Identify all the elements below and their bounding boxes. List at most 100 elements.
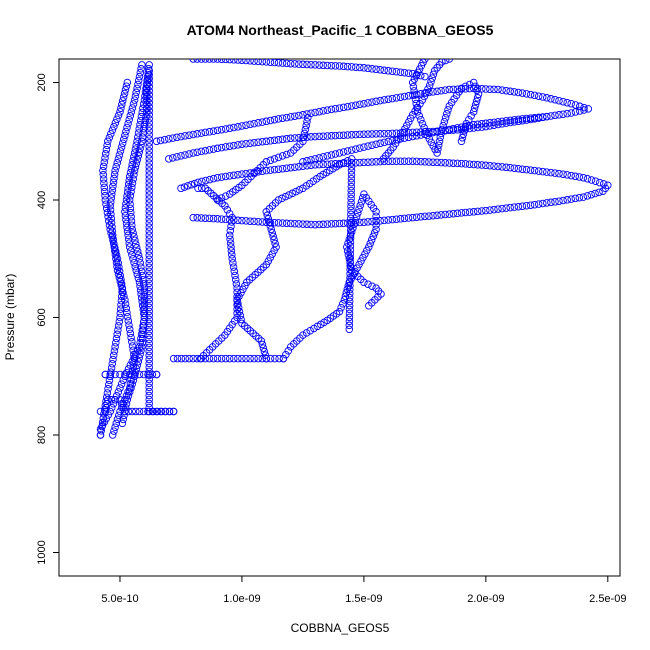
data-point xyxy=(364,130,372,138)
data-point xyxy=(425,88,433,97)
data-point xyxy=(258,59,267,66)
data-point xyxy=(364,64,372,73)
data-point xyxy=(278,135,287,144)
data-point xyxy=(453,124,462,132)
data-point xyxy=(217,215,226,223)
data-point xyxy=(190,179,199,188)
data-point xyxy=(518,116,527,125)
data-point xyxy=(526,166,535,174)
data-point xyxy=(114,111,123,120)
data-point xyxy=(238,140,246,148)
data-point xyxy=(486,119,494,127)
data-point xyxy=(365,302,373,310)
data-point xyxy=(346,273,354,282)
data-point xyxy=(246,217,254,225)
data-point xyxy=(197,129,206,137)
data-point xyxy=(400,92,409,101)
data-point xyxy=(125,172,134,181)
data-point xyxy=(230,216,238,224)
data-point xyxy=(116,396,124,404)
data-point xyxy=(352,130,360,139)
data-point xyxy=(145,263,153,271)
data-point xyxy=(315,107,323,116)
data-point xyxy=(391,139,400,148)
data-point xyxy=(118,97,127,105)
data-point xyxy=(106,202,114,210)
data-point xyxy=(282,150,291,159)
data-point xyxy=(494,205,502,213)
data-point xyxy=(122,219,131,228)
data-point xyxy=(303,220,311,229)
data-point xyxy=(453,209,462,218)
data-point xyxy=(440,117,449,126)
data-point xyxy=(319,132,327,140)
data-point xyxy=(576,102,584,111)
data-point xyxy=(110,347,119,355)
data-point xyxy=(231,275,240,284)
data-series xyxy=(169,354,288,363)
data-point xyxy=(357,257,365,265)
data-point xyxy=(129,229,137,237)
data-point xyxy=(302,329,311,337)
data-point xyxy=(145,243,153,251)
data-point xyxy=(115,317,124,326)
data-point xyxy=(469,124,478,132)
data-point xyxy=(473,161,482,169)
data-point xyxy=(221,59,230,64)
data-point xyxy=(547,112,555,120)
data-point xyxy=(441,114,450,122)
data-point xyxy=(242,121,250,129)
data-point xyxy=(441,86,449,94)
data-point xyxy=(197,59,206,63)
data-point xyxy=(478,123,486,131)
data-point xyxy=(237,289,245,297)
data-point xyxy=(347,218,355,227)
data-point xyxy=(372,140,380,148)
data-point xyxy=(142,84,150,93)
data-point xyxy=(140,309,148,318)
data-point xyxy=(347,198,355,207)
data-point xyxy=(121,208,129,216)
data-point xyxy=(327,151,336,159)
data-point xyxy=(526,115,535,124)
data-point xyxy=(234,123,242,131)
data-point xyxy=(299,162,307,170)
data-point xyxy=(99,414,108,422)
data-point xyxy=(388,215,397,224)
data-point xyxy=(453,126,462,134)
data-series xyxy=(408,59,483,157)
data-point xyxy=(319,220,327,229)
data-point xyxy=(134,274,143,283)
data-point xyxy=(418,119,427,128)
data-point xyxy=(295,162,303,171)
data-point xyxy=(145,227,153,235)
data-point xyxy=(346,285,354,294)
data-point xyxy=(502,163,510,172)
data-series xyxy=(213,114,312,204)
data-point xyxy=(347,206,355,215)
data-point xyxy=(138,137,146,146)
data-point xyxy=(114,388,123,396)
data-point xyxy=(394,136,402,144)
data-point xyxy=(104,385,112,393)
data-point xyxy=(388,157,397,165)
data-point xyxy=(213,59,222,63)
data-point xyxy=(233,296,241,304)
data-point xyxy=(494,120,502,129)
data-point xyxy=(243,278,251,287)
data-point xyxy=(181,132,189,140)
data-point xyxy=(145,175,153,183)
data-point xyxy=(132,365,141,373)
data-point xyxy=(226,235,234,243)
data-point xyxy=(225,231,234,240)
data-point xyxy=(303,161,311,170)
data-point xyxy=(429,158,437,166)
data-point xyxy=(567,171,575,180)
data-point xyxy=(311,155,319,163)
data-point xyxy=(347,202,355,211)
data-point xyxy=(114,270,123,278)
data-point xyxy=(551,198,559,206)
data-point xyxy=(145,287,153,295)
data-point xyxy=(234,141,242,149)
data-point xyxy=(201,146,210,155)
